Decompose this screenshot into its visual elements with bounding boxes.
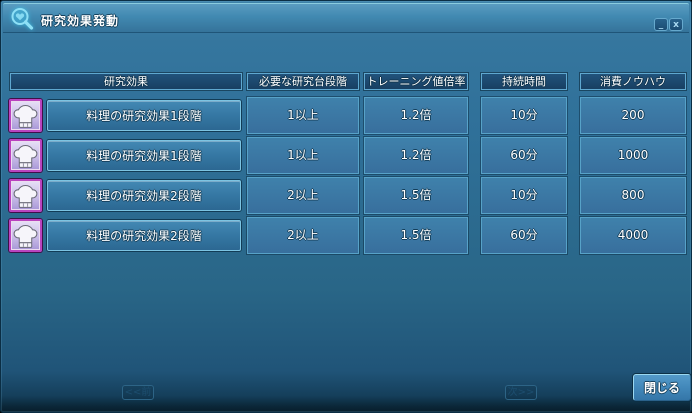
close-dialog-button[interactable]: 閉じる [633,374,691,401]
duration-cell: 10分 [481,97,567,134]
magnifier-heart-icon [11,8,34,30]
required-level-cell: 1以上 [247,137,359,174]
table-row: 料理の研究効果1段階 1以上 1.2倍 60分 1000 [1,137,691,174]
effect-icon-slot [9,139,42,172]
required-level-cell: 1以上 [247,97,359,134]
multiplier-cell: 1.5倍 [364,177,468,214]
window-close-button[interactable]: x [669,18,683,31]
cost-cell: 1000 [580,137,686,174]
chef-hat-icon [13,105,38,128]
table-row: 料理の研究効果2段階 2以上 1.5倍 60分 4000 [1,217,691,254]
effect-icon-slot [9,179,42,212]
table-row: 料理の研究効果2段階 2以上 1.5倍 10分 800 [1,177,691,214]
required-level-cell: 2以上 [247,217,359,254]
cost-cell: 4000 [580,217,686,254]
window-title: 研究効果発動 [41,14,120,28]
multiplier-cell: 1.2倍 [364,137,468,174]
duration-cell: 60分 [481,217,567,254]
chef-hat-icon [13,145,38,168]
required-level-cell: 2以上 [247,177,359,214]
column-header-duration: 持続時間 [481,73,567,90]
cost-cell: 200 [580,97,686,134]
duration-cell: 60分 [481,137,567,174]
column-header-required-level: 必要な研究台段階 [247,73,359,90]
multiplier-cell: 1.5倍 [364,217,468,254]
effect-icon-slot [9,99,42,132]
effect-button[interactable]: 料理の研究効果1段階 [47,100,241,131]
next-page-button[interactable]: 次>> [505,385,537,400]
column-header-effect: 研究効果 [10,73,242,90]
effect-button[interactable]: 料理の研究効果1段階 [47,140,241,171]
minimize-button[interactable]: _ [654,18,668,31]
column-header-knowhow-cost: 消費ノウハウ [580,73,686,90]
titlebar[interactable]: 研究効果発動 _ x [3,3,689,33]
effect-icon-slot [9,219,42,252]
cost-cell: 800 [580,177,686,214]
chef-hat-icon [13,225,38,248]
multiplier-cell: 1.2倍 [364,97,468,134]
prev-page-button[interactable]: <<前 [122,385,154,400]
duration-cell: 10分 [481,177,567,214]
chef-hat-icon [13,185,38,208]
table-row: 料理の研究効果1段階 1以上 1.2倍 10分 200 [1,97,691,134]
effect-button[interactable]: 料理の研究効果2段階 [47,220,241,251]
effect-button[interactable]: 料理の研究効果2段階 [47,180,241,211]
column-header-training-multiplier: トレーニング値倍率 [364,73,468,90]
